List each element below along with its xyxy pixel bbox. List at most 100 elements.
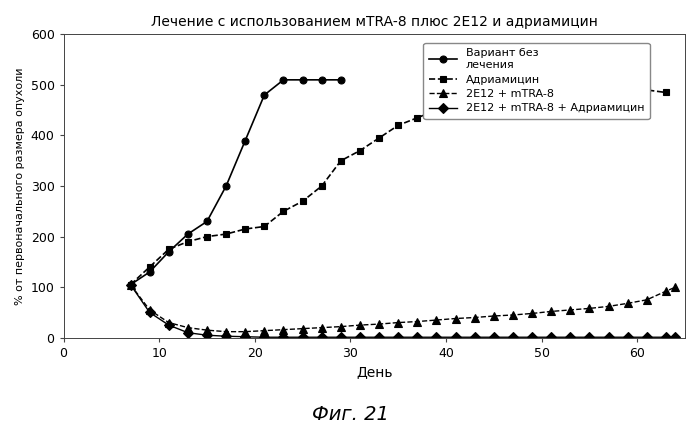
Line: Адриамицин: Адриамицин <box>127 74 669 288</box>
2E12 + mTRA-8 + Адриамицин <box>375 335 384 340</box>
2E12 + mTRA-8 + Адриамицин <box>279 335 288 340</box>
Адриамицин <box>470 87 479 92</box>
2E12 + mTRA-8 + Адриамицин <box>452 335 460 340</box>
2E12 + mTRA-8 <box>146 307 154 312</box>
Адриамицин <box>566 77 575 82</box>
Адриамицин <box>356 148 364 153</box>
2E12 + mTRA-8 + Адриамицин <box>662 335 670 340</box>
Адриамицин <box>662 90 670 95</box>
Адриамицин <box>126 282 134 287</box>
Вариант без
лечения <box>164 249 173 254</box>
2E12 + mTRA-8 <box>126 282 134 287</box>
2E12 + mTRA-8 <box>624 301 632 306</box>
Адриамицин <box>604 82 612 87</box>
Адриамицин <box>624 85 632 90</box>
2E12 + mTRA-8 + Адриамицин <box>489 335 498 340</box>
2E12 + mTRA-8 + Адриамицин <box>337 335 345 340</box>
Адриамицин <box>260 224 269 229</box>
2E12 + mTRA-8 + Адриамицин <box>585 335 594 340</box>
Адриамицин <box>452 98 460 103</box>
2E12 + mTRA-8 + Адриамицин <box>164 323 173 328</box>
2E12 + mTRA-8 + Адриамицин <box>222 334 230 339</box>
2E12 + mTRA-8 <box>643 297 651 302</box>
2E12 + mTRA-8 + Адриамицин <box>528 335 536 340</box>
2E12 + mTRA-8 + Адриамицин <box>298 335 307 340</box>
2E12 + mTRA-8 <box>260 328 269 333</box>
Вариант без
лечения <box>203 219 211 224</box>
Адриамицин <box>222 232 230 237</box>
Адриамицин <box>164 247 173 252</box>
2E12 + mTRA-8 + Адриамицин <box>241 334 249 339</box>
Адриамицин <box>643 87 651 92</box>
2E12 + mTRA-8 + Адриамицин <box>260 335 269 340</box>
Адриамицин <box>183 239 192 244</box>
Вариант без
лечения <box>222 184 230 189</box>
Адриамицин <box>337 158 345 163</box>
2E12 + mTRA-8 + Адриамицин <box>509 335 517 340</box>
Адриамицин <box>279 209 288 214</box>
Text: Фиг. 21: Фиг. 21 <box>312 405 388 424</box>
2E12 + mTRA-8 <box>279 327 288 332</box>
Вариант без
лечения <box>260 92 269 98</box>
2E12 + mTRA-8 <box>375 321 384 326</box>
2E12 + mTRA-8 <box>452 316 460 321</box>
2E12 + mTRA-8 + Адриамицин <box>318 335 326 340</box>
Вариант без
лечения <box>279 77 288 82</box>
Вариант без
лечения <box>241 138 249 143</box>
2E12 + mTRA-8 <box>203 328 211 333</box>
2E12 + mTRA-8 + Адриамицин <box>203 333 211 338</box>
2E12 + mTRA-8 <box>164 320 173 325</box>
2E12 + mTRA-8 <box>394 320 402 325</box>
2E12 + mTRA-8 <box>318 325 326 330</box>
2E12 + mTRA-8 <box>470 315 479 320</box>
2E12 + mTRA-8 <box>662 289 670 294</box>
Вариант без
лечения <box>318 77 326 82</box>
Вариант без
лечения <box>126 282 134 287</box>
2E12 + mTRA-8 <box>432 318 440 323</box>
2E12 + mTRA-8 <box>337 324 345 329</box>
Вариант без
лечения <box>183 232 192 237</box>
2E12 + mTRA-8 + Адриамицин <box>413 335 421 340</box>
Адриамицин <box>489 75 498 80</box>
Вариант без
лечения <box>298 77 307 82</box>
2E12 + mTRA-8 + Адриамицин <box>146 310 154 315</box>
2E12 + mTRA-8 <box>671 285 680 290</box>
2E12 + mTRA-8 <box>509 312 517 318</box>
Line: 2E12 + mTRA-8 + Адриамицин: 2E12 + mTRA-8 + Адриамицин <box>127 281 679 341</box>
2E12 + mTRA-8 <box>489 313 498 318</box>
Вариант без
лечения <box>337 77 345 82</box>
2E12 + mTRA-8 <box>356 323 364 328</box>
2E12 + mTRA-8 + Адриамицин <box>126 282 134 287</box>
2E12 + mTRA-8 <box>413 319 421 324</box>
Title: Лечение с использованием мTRA-8 плюс 2E12 и адриамицин: Лечение с использованием мTRA-8 плюс 2E1… <box>151 15 598 29</box>
Адриамицин <box>394 123 402 128</box>
Адриамицин <box>375 135 384 140</box>
2E12 + mTRA-8 + Адриамицин <box>432 335 440 340</box>
Line: 2E12 + mTRA-8: 2E12 + mTRA-8 <box>126 280 680 336</box>
2E12 + mTRA-8 + Адриамицин <box>183 330 192 335</box>
Line: Вариант без
лечения: Вариант без лечения <box>127 76 344 288</box>
2E12 + mTRA-8 <box>222 329 230 334</box>
Адриамицин <box>413 115 421 120</box>
Адриамицин <box>528 75 536 80</box>
2E12 + mTRA-8 <box>604 304 612 309</box>
Адриамицин <box>585 80 594 85</box>
2E12 + mTRA-8 <box>528 311 536 316</box>
2E12 + mTRA-8 + Адриамицин <box>643 335 651 340</box>
X-axis label: День: День <box>356 365 393 379</box>
2E12 + mTRA-8 <box>566 307 575 312</box>
2E12 + mTRA-8 + Адриамицин <box>547 335 555 340</box>
2E12 + mTRA-8 + Адриамицин <box>470 335 479 340</box>
Адриамицин <box>203 234 211 239</box>
2E12 + mTRA-8 + Адриамицин <box>566 335 575 340</box>
Адриамицин <box>318 184 326 189</box>
Адриамицин <box>547 75 555 80</box>
Y-axis label: % от первоначального размера опухоли: % от первоначального размера опухоли <box>15 67 25 305</box>
Адриамицин <box>241 226 249 232</box>
2E12 + mTRA-8 + Адриамицин <box>394 335 402 340</box>
Вариант без
лечения <box>146 270 154 275</box>
Адриамицин <box>432 108 440 113</box>
2E12 + mTRA-8 <box>585 306 594 311</box>
2E12 + mTRA-8 <box>183 325 192 330</box>
2E12 + mTRA-8 + Адриамицин <box>604 335 612 340</box>
